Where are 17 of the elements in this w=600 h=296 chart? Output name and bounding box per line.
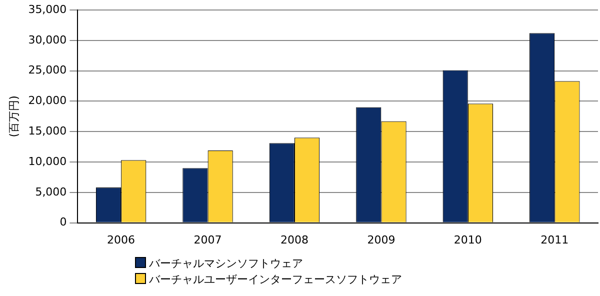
y-tick-label: 15,000: [28, 124, 67, 138]
x-tick-label: 2008: [280, 233, 308, 246]
x-tick-label: 2006: [107, 233, 136, 246]
y-tick-label: 10,000: [28, 154, 67, 168]
y-tick-label: 35,000: [28, 2, 67, 16]
y-tick-label: 5,000: [35, 185, 67, 198]
x-tick-label: 2009: [367, 233, 396, 246]
x-tick-label: 2011: [540, 233, 569, 246]
x-tick-label: 2007: [194, 233, 222, 246]
y-axis-title: (百万円): [7, 96, 20, 138]
legend-label: バーチャルマシンソフトウェア: [148, 256, 304, 272]
y-tick-label: 0: [60, 216, 67, 229]
x-tick-label: 2010: [454, 233, 482, 246]
y-tick-label: 25,000: [28, 64, 67, 77]
y-tick-label: 30,000: [28, 33, 67, 46]
legend-label: バーチャルユーザーインターフェースソフトウェア: [148, 272, 402, 288]
y-tick-label: 20,000: [28, 94, 67, 108]
